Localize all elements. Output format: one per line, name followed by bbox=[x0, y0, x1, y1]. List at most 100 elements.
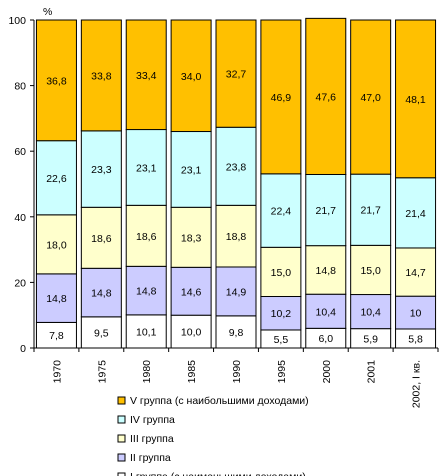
data-label: 14,8 bbox=[46, 293, 67, 305]
data-label: 10,4 bbox=[316, 306, 337, 318]
data-label: 14,6 bbox=[181, 286, 202, 298]
data-label: 9,8 bbox=[229, 327, 244, 339]
bar-segment bbox=[170, 131, 212, 208]
data-label: 32,7 bbox=[226, 69, 247, 81]
bar-segment bbox=[215, 204, 257, 268]
data-label: 23,1 bbox=[181, 164, 202, 176]
data-label: 15,0 bbox=[360, 265, 381, 277]
data-label: 47,6 bbox=[316, 91, 337, 103]
legend-label: II группа bbox=[130, 452, 171, 464]
bar-segment bbox=[125, 19, 167, 131]
y-tick-label: 40 bbox=[14, 212, 26, 224]
bar-segment bbox=[215, 19, 257, 128]
bar-segment bbox=[395, 19, 437, 179]
data-label: 14,7 bbox=[405, 267, 426, 279]
data-label: 14,8 bbox=[91, 288, 112, 300]
data-label: 47,0 bbox=[360, 92, 381, 104]
y-unit-label: % bbox=[43, 6, 52, 18]
bar-segment bbox=[125, 129, 167, 206]
data-label: 48,1 bbox=[405, 94, 426, 106]
bar-segment bbox=[170, 19, 212, 133]
data-label: 10,0 bbox=[181, 327, 202, 339]
bar-segment bbox=[125, 265, 167, 316]
bar-segment bbox=[35, 19, 77, 142]
bar-segment bbox=[170, 266, 212, 316]
x-tick-label: 1980 bbox=[141, 360, 153, 384]
data-label: 18,3 bbox=[181, 232, 202, 244]
data-label: 10,2 bbox=[271, 308, 292, 320]
bar-segment bbox=[80, 316, 122, 349]
legend-swatch bbox=[117, 415, 126, 424]
data-label: 5,9 bbox=[363, 333, 378, 345]
bar-segment bbox=[260, 296, 302, 331]
bar-segment bbox=[215, 126, 257, 206]
data-label: 23,8 bbox=[226, 161, 247, 173]
bar-segment bbox=[395, 247, 437, 297]
x-tick-label: 1990 bbox=[231, 360, 243, 384]
x-tick-label: 1970 bbox=[51, 360, 63, 384]
data-label: 22,6 bbox=[46, 173, 67, 185]
legend-swatch bbox=[117, 453, 126, 462]
data-label: 14,8 bbox=[316, 265, 337, 277]
bar-segment bbox=[80, 19, 122, 132]
x-tick-label: 2001 bbox=[366, 360, 378, 384]
data-label: 22,4 bbox=[271, 206, 292, 218]
data-label: 21,7 bbox=[316, 205, 337, 217]
bar-segment bbox=[80, 130, 122, 208]
y-tick-label: 100 bbox=[8, 15, 26, 27]
legend-label: I группа (с наименьшими доходами) bbox=[130, 471, 306, 476]
data-label: 18,8 bbox=[226, 231, 247, 243]
bar-segment bbox=[305, 293, 347, 329]
y-tick-label: 60 bbox=[14, 146, 26, 158]
bar-segment bbox=[350, 19, 392, 175]
bar-segment bbox=[350, 244, 392, 296]
bar-segment bbox=[170, 206, 212, 268]
y-tick-label: 80 bbox=[14, 81, 26, 93]
data-label: 34,0 bbox=[181, 71, 202, 83]
data-label: 21,4 bbox=[405, 208, 426, 220]
data-label: 6,0 bbox=[318, 333, 333, 345]
data-label: 18,6 bbox=[136, 231, 157, 243]
bar-segment bbox=[305, 173, 347, 247]
bar-segment bbox=[170, 314, 212, 349]
bar-segment bbox=[215, 266, 257, 317]
data-label: 9,5 bbox=[94, 327, 109, 339]
legend-label: IV группа bbox=[130, 414, 175, 426]
x-tick-label: 2000 bbox=[321, 360, 333, 384]
data-label: 18,0 bbox=[46, 239, 67, 251]
bar-segment bbox=[350, 173, 392, 246]
bar-segment bbox=[260, 246, 302, 298]
data-label: 36,8 bbox=[46, 75, 67, 87]
x-tick-label: 1985 bbox=[186, 360, 198, 384]
legend-swatch bbox=[117, 396, 126, 405]
data-label: 5,5 bbox=[274, 334, 289, 346]
y-tick-label: 0 bbox=[20, 343, 26, 355]
bar-segment bbox=[125, 314, 167, 349]
legend-swatch bbox=[117, 434, 126, 443]
legend-label: V группа (с наибольшими доходами) bbox=[130, 395, 309, 407]
bar-segment bbox=[305, 17, 347, 175]
data-label: 33,4 bbox=[136, 70, 157, 82]
bar-segment bbox=[395, 295, 437, 330]
x-tick-label: 1975 bbox=[96, 360, 108, 384]
legend-label: III группа bbox=[130, 433, 174, 445]
data-label: 5,8 bbox=[408, 333, 423, 345]
bar-segment bbox=[395, 177, 437, 249]
data-label: 14,8 bbox=[136, 286, 157, 298]
data-label: 33,8 bbox=[91, 70, 112, 82]
data-label: 10,4 bbox=[360, 307, 381, 319]
legend-swatch bbox=[117, 472, 126, 476]
x-tick-label: 2002, I кв. bbox=[411, 360, 423, 408]
data-label: 46,9 bbox=[271, 92, 292, 104]
data-label: 18,6 bbox=[91, 233, 112, 245]
data-label: 10,1 bbox=[136, 326, 157, 338]
y-tick-label: 20 bbox=[14, 277, 26, 289]
bar-segment bbox=[260, 19, 302, 175]
bar-segment bbox=[305, 245, 347, 295]
data-label: 14,9 bbox=[226, 286, 247, 298]
x-tick-label: 1995 bbox=[276, 360, 288, 384]
bar-segment bbox=[80, 267, 122, 318]
bar-segment bbox=[350, 294, 392, 330]
bar-segment bbox=[125, 204, 167, 267]
